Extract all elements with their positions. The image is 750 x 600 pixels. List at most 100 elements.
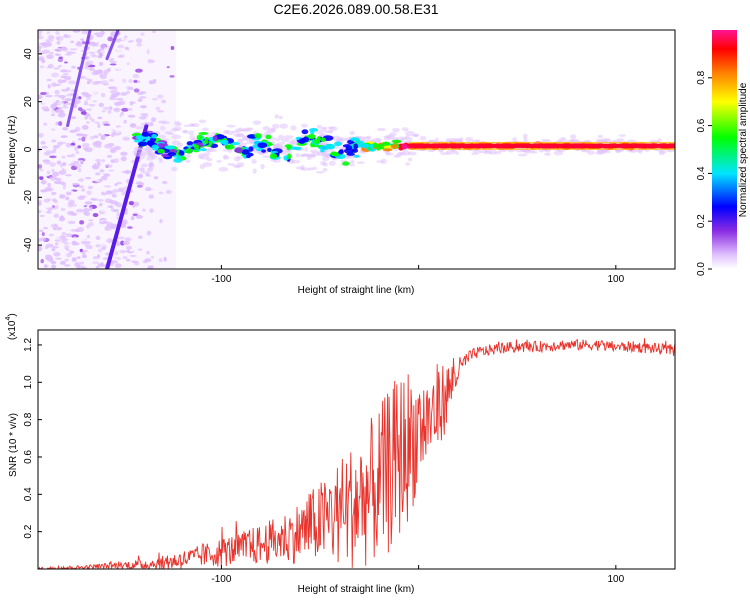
colorbar-tick-label: 0.8 [696,70,707,84]
band-halo [322,162,329,167]
noise-speckle [38,164,43,169]
noise-speckle [86,234,90,239]
noise-speckle [128,139,134,145]
noise-speckle [64,98,73,102]
noise-speckle [80,237,86,242]
noise-speckle [92,198,99,201]
noise-speckle [55,53,62,56]
noise-speckle [106,221,114,227]
noise-speckle [156,111,164,117]
noise-speckle [48,233,54,237]
band-blob [198,131,209,136]
noise-speckle [124,237,132,242]
noise-speckle [94,32,101,36]
band-halo [472,150,482,154]
noise-speckle [38,49,42,53]
noise-speckle [100,135,106,140]
noise-speckle [97,205,105,209]
band-halo [309,149,319,153]
noise-speckle [40,180,47,185]
noise-speckle [138,248,143,251]
noise-speckle [100,208,108,213]
noise-speckle [58,95,66,99]
band-halo [262,155,271,158]
band-blob [330,151,339,157]
noise-speckle [38,57,44,61]
band-halo [160,125,166,131]
band-halo [291,138,297,144]
noise-speckle [52,189,59,192]
band-blob [267,147,272,153]
noise-speckle [38,172,44,177]
noise-speckle [47,84,51,89]
snr-ytick-label: 1.2 [23,338,34,352]
noise-speckle [88,67,95,72]
noise-speckle [80,38,84,41]
noise-speckle [147,265,154,269]
noise-speckle [58,100,64,105]
band-halo [281,138,290,143]
spectrogram-ytick-label: 0 [23,146,34,152]
noise-speckle [63,245,70,249]
noise-speckle [157,94,164,99]
noise-speckle [170,45,175,50]
noise-speckle [67,80,76,85]
noise-speckle [150,117,157,123]
noise-speckle [126,62,130,66]
band-blob [157,148,165,154]
noise-speckle [102,72,108,76]
noise-speckle [38,202,42,205]
band-halo [175,122,182,127]
band-blob [351,148,359,153]
noise-speckle [116,65,121,71]
noise-speckle [116,212,120,217]
band-halo [183,124,191,127]
noise-speckle [114,263,122,268]
noise-speckle [86,224,90,229]
band-halo [454,151,460,155]
noise-speckle [106,164,113,168]
noise-speckle [85,77,90,80]
noise-speckle [122,32,126,36]
noise-speckle [52,110,56,114]
band-blob [342,161,350,166]
noise-speckle [132,213,138,216]
noise-speckle [57,112,66,118]
noise-speckle [114,183,118,187]
snr-xtick-label: -100 [211,574,231,585]
band-blob [390,144,399,149]
spectrogram-xtick-label: 100 [607,274,624,285]
noise-speckle [114,93,119,98]
noise-speckle [76,41,82,46]
noise-speckle [94,178,100,183]
noise-speckle [83,180,88,183]
noise-speckle [66,87,71,91]
band-halo [274,114,279,119]
noise-speckle [149,122,154,127]
noise-speckle [109,106,113,111]
noise-speckle [54,177,60,181]
noise-speckle [56,35,64,41]
band-blob [224,144,235,150]
noise-speckle [82,249,88,253]
noise-speckle [76,133,83,137]
noise-speckle [114,250,119,256]
noise-speckle [85,121,90,124]
noise-speckle [54,89,60,95]
noise-speckle [72,120,81,125]
noise-speckle [77,167,82,173]
noise-speckle [38,238,42,242]
band-halo [164,131,173,134]
noise-speckle [113,158,119,164]
noise-speckle [38,209,42,214]
noise-speckle [55,150,60,156]
band-halo [234,165,241,169]
noise-speckle [96,161,101,167]
noise-speckle [51,119,56,125]
band-halo [188,130,195,136]
noise-speckle [61,64,70,68]
snr-ytick-label: 1.0 [23,375,34,389]
noise-speckle [55,31,60,35]
noise-speckle [41,145,48,149]
noise-speckle [65,174,72,177]
